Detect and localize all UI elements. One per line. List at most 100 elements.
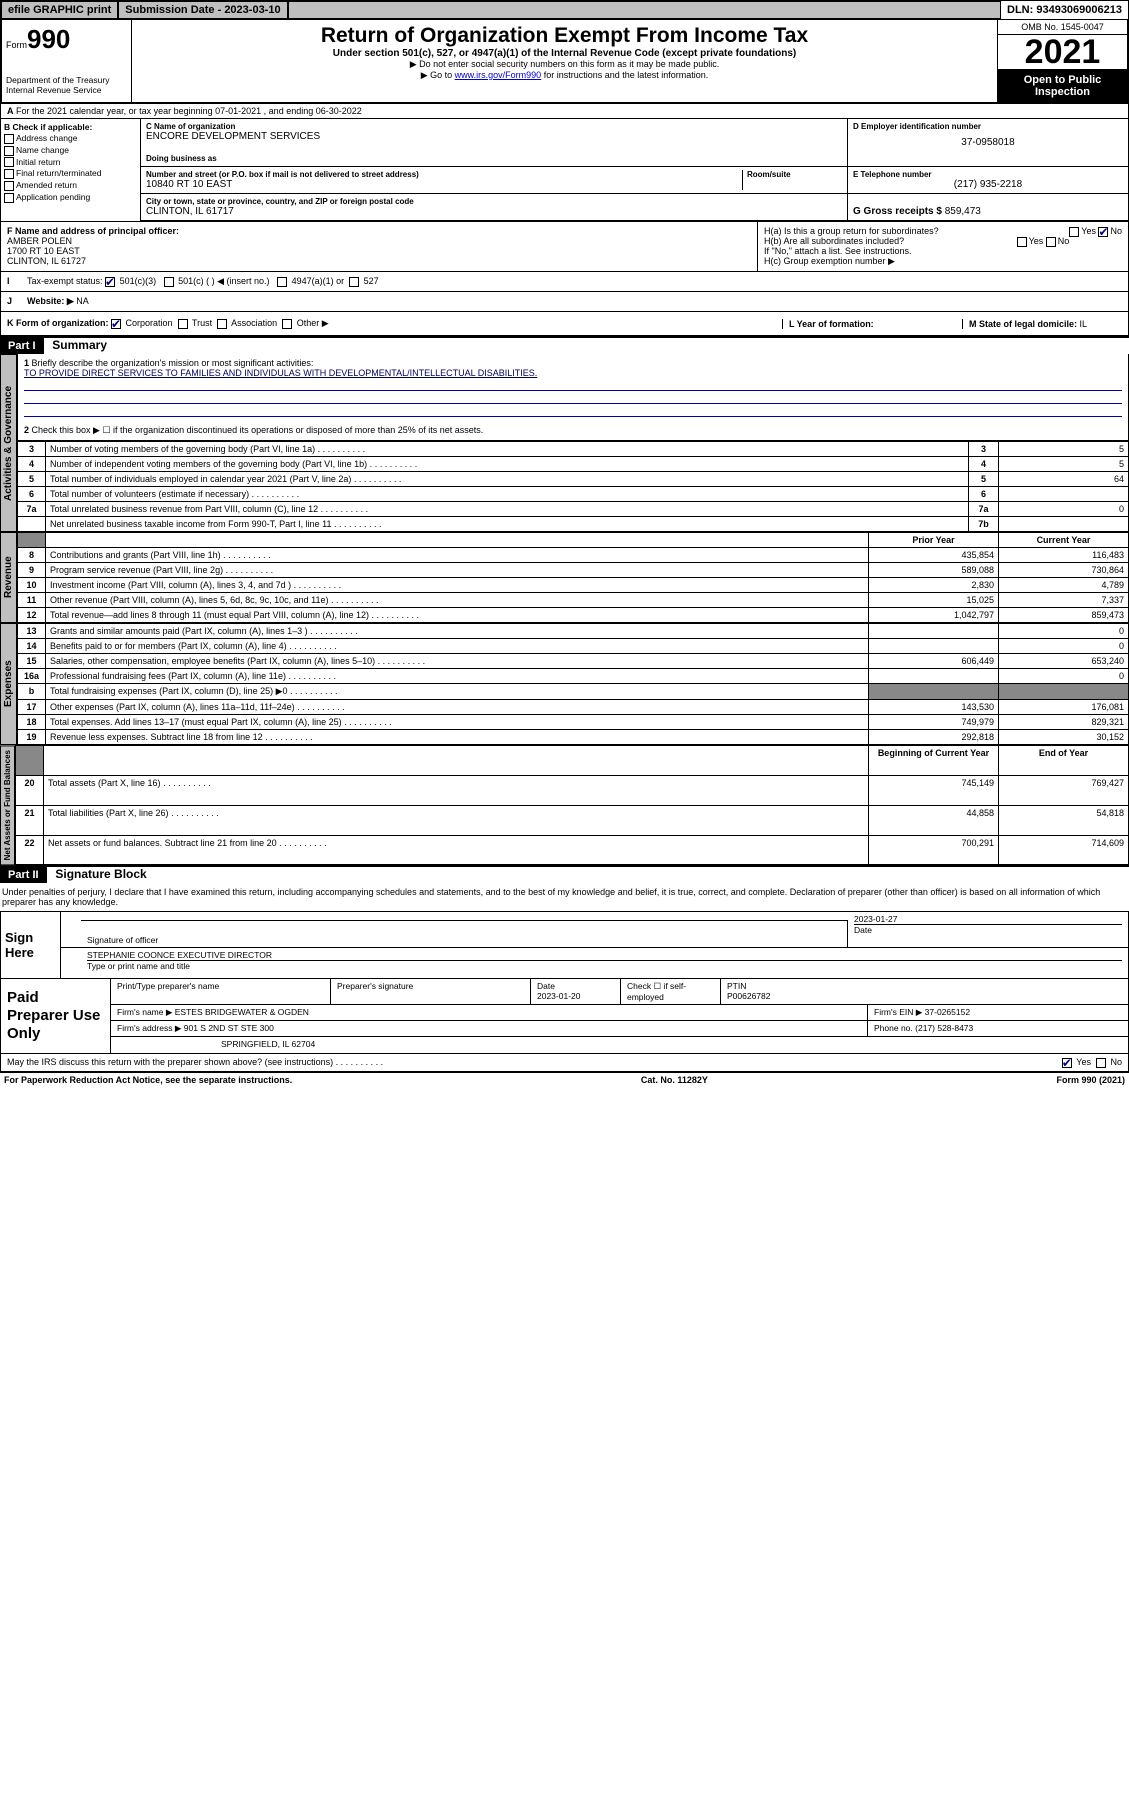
hb-no[interactable] bbox=[1046, 237, 1056, 247]
ein-label: Firm's EIN ▶ bbox=[874, 1007, 922, 1017]
open-to-public: Open to Public Inspection bbox=[998, 70, 1127, 102]
col-b: B Check if applicable: Address change Na… bbox=[1, 119, 141, 221]
date-label: Date bbox=[854, 924, 1122, 935]
declaration: Under penalties of perjury, I declare th… bbox=[0, 883, 1129, 911]
line-no: 4 bbox=[18, 457, 46, 472]
line-desc: Number of independent voting members of … bbox=[46, 457, 969, 472]
chk-initial[interactable] bbox=[4, 157, 14, 167]
line-no: 15 bbox=[18, 654, 46, 669]
footer: For Paperwork Reduction Act Notice, see … bbox=[0, 1072, 1129, 1087]
revenue-block: Revenue Prior YearCurrent Year 8Contribu… bbox=[0, 532, 1129, 623]
prep-h1: Print/Type preparer's name bbox=[111, 979, 331, 1004]
officer-name: AMBER POLEN bbox=[7, 236, 72, 246]
line-no: 20 bbox=[16, 775, 44, 805]
line-no: 5 bbox=[18, 472, 46, 487]
chk-pending[interactable] bbox=[4, 193, 14, 203]
tab-expenses: Expenses bbox=[0, 623, 17, 745]
line-no: 22 bbox=[16, 835, 44, 865]
line-desc: Total unrelated business revenue from Pa… bbox=[46, 502, 969, 517]
prior-year: 143,530 bbox=[869, 700, 999, 715]
h-note: If "No," attach a list. See instructions… bbox=[764, 246, 1122, 256]
line-box: 7b bbox=[969, 517, 999, 532]
netassets-block: Net Assets or Fund Balances Beginning of… bbox=[0, 745, 1129, 865]
irs-link[interactable]: www.irs.gov/Form990 bbox=[455, 70, 542, 80]
current-year: 54,818 bbox=[999, 805, 1129, 835]
line-box: 5 bbox=[969, 472, 999, 487]
prep-h3: Date bbox=[537, 981, 555, 991]
note-link: ▶ Go to www.irs.gov/Form990 for instruct… bbox=[140, 70, 989, 81]
chk-assoc[interactable] bbox=[217, 319, 227, 329]
line-no: b bbox=[18, 684, 46, 700]
b3: Final return/terminated bbox=[16, 168, 102, 178]
prior-year bbox=[869, 639, 999, 654]
line-desc: Professional fundraising fees (Part IX, … bbox=[46, 669, 869, 684]
form-title: Return of Organization Exempt From Incom… bbox=[140, 24, 989, 48]
b0: Address change bbox=[16, 133, 77, 143]
line-box: 4 bbox=[969, 457, 999, 472]
line-no: 12 bbox=[18, 608, 46, 623]
current-year: 859,473 bbox=[999, 608, 1129, 623]
footer-left: For Paperwork Reduction Act Notice, see … bbox=[4, 1075, 292, 1085]
irs-question: May the IRS discuss this return with the… bbox=[7, 1057, 383, 1068]
b-title: B Check if applicable: bbox=[4, 122, 92, 132]
i-label: Tax-exempt status: bbox=[27, 276, 103, 286]
current-year: 769,427 bbox=[999, 775, 1129, 805]
note2-post: for instructions and the latest informat… bbox=[541, 70, 708, 80]
chk-amended[interactable] bbox=[4, 181, 14, 191]
firm-addr-label: Firm's address ▶ bbox=[117, 1023, 181, 1033]
chk-address[interactable] bbox=[4, 134, 14, 144]
current-year: 730,864 bbox=[999, 563, 1129, 578]
phone-label: Phone no. bbox=[874, 1023, 913, 1033]
line-val bbox=[999, 517, 1129, 532]
chk-final[interactable] bbox=[4, 169, 14, 179]
line-desc: Total number of individuals employed in … bbox=[46, 472, 969, 487]
gov-table: 3Number of voting members of the governi… bbox=[17, 441, 1129, 532]
line-no: 7a bbox=[18, 502, 46, 517]
chk-527[interactable] bbox=[349, 277, 359, 287]
line-desc: Investment income (Part VIII, column (A)… bbox=[46, 578, 869, 593]
current-year: 829,321 bbox=[999, 715, 1129, 730]
part1-hdr: Part I bbox=[0, 338, 44, 354]
line-no: 13 bbox=[18, 624, 46, 639]
f-block: F Name and address of principal officer:… bbox=[1, 222, 758, 271]
form-header: Form990 Department of the Treasury Inter… bbox=[0, 20, 1129, 104]
prior-year: 589,088 bbox=[869, 563, 999, 578]
net-table: Beginning of Current YearEnd of Year 20T… bbox=[15, 745, 1129, 865]
dba-label: Doing business as bbox=[146, 154, 842, 163]
prior-year: 606,449 bbox=[869, 654, 999, 669]
ha-yes[interactable] bbox=[1069, 227, 1079, 237]
chk-501c3[interactable] bbox=[105, 277, 115, 287]
chk-name[interactable] bbox=[4, 146, 14, 156]
part1-bar: Part I Summary bbox=[0, 336, 1129, 354]
hb-yes[interactable] bbox=[1017, 237, 1027, 247]
line-no bbox=[18, 517, 46, 532]
chk-501c[interactable] bbox=[164, 277, 174, 287]
line-desc: Total revenue—add lines 8 through 11 (mu… bbox=[46, 608, 869, 623]
line-val: 5 bbox=[999, 442, 1129, 457]
efile-button[interactable]: efile GRAPHIC print bbox=[1, 1, 118, 19]
line-no: 9 bbox=[18, 563, 46, 578]
irs-discuss-row: May the IRS discuss this return with the… bbox=[0, 1054, 1129, 1072]
l-label: L Year of formation: bbox=[789, 319, 874, 329]
part2-bar: Part II Signature Block bbox=[0, 865, 1129, 883]
irs-yes[interactable] bbox=[1062, 1058, 1072, 1068]
line-val: 5 bbox=[999, 457, 1129, 472]
chk-corp[interactable] bbox=[111, 319, 121, 329]
line-desc: Net assets or fund balances. Subtract li… bbox=[44, 835, 869, 865]
irs-no[interactable] bbox=[1096, 1058, 1106, 1068]
chk-trust[interactable] bbox=[178, 319, 188, 329]
part2-hdr: Part II bbox=[0, 867, 47, 883]
line-no: 19 bbox=[18, 730, 46, 745]
current-year: 653,240 bbox=[999, 654, 1129, 669]
chk-other[interactable] bbox=[282, 319, 292, 329]
prep-date: 2023-01-20 bbox=[537, 991, 580, 1001]
yes3: Yes bbox=[1076, 1057, 1091, 1067]
firm-phone: (217) 528-8473 bbox=[915, 1023, 973, 1033]
line-desc: Number of voting members of the governin… bbox=[46, 442, 969, 457]
chk-4947[interactable] bbox=[277, 277, 287, 287]
form-number: 990 bbox=[27, 24, 70, 54]
b1: Name change bbox=[16, 145, 69, 155]
firm-addr: 901 S 2ND ST STE 300 bbox=[184, 1023, 274, 1033]
g-label: G Gross receipts $ bbox=[853, 206, 942, 217]
ha-no[interactable] bbox=[1098, 227, 1108, 237]
